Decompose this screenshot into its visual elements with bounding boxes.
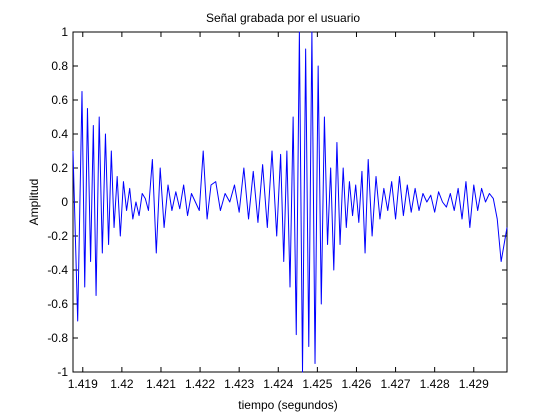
plot-area: [72, 31, 508, 373]
series-layer: [72, 31, 508, 373]
y-tick-label: 0: [61, 195, 68, 209]
ticks-layer: 1.419 1.42 1.421 1.422 1.423 1.424 1.425 1.426 1…: [47, 25, 507, 391]
chart-title: Señal grabada por el usuario: [206, 11, 360, 25]
y-tick-label: 0.8: [51, 59, 68, 73]
y-tick-label: 0.6: [51, 93, 68, 107]
y-tick-label: 0.2: [51, 161, 68, 175]
x-tick-label: 1.419: [68, 377, 98, 391]
y-tick-label: -0.4: [47, 263, 68, 277]
y-tick-label: 1: [61, 25, 68, 39]
x-tick-label: 1.425: [302, 377, 332, 391]
y-axis-title: Amplitud: [27, 179, 41, 226]
x-tick-label: 1.422: [185, 377, 215, 391]
x-tick-label: 1.426: [341, 377, 371, 391]
y-tick-label: -1: [57, 365, 68, 379]
y-tick-label: -0.6: [47, 297, 68, 311]
y-tick-label: -0.8: [47, 331, 68, 345]
x-tick-label: 1.427: [381, 377, 411, 391]
x-tick-label: 1.424: [263, 377, 293, 391]
x-tick-label: 1.421: [146, 377, 176, 391]
x-tick-label: 1.42: [110, 377, 134, 391]
y-tick-label: -0.2: [47, 229, 68, 243]
x-tick-label: 1.429: [459, 377, 489, 391]
x-axis-title: tiempo (segundos): [238, 398, 337, 412]
x-tick-label: 1.423: [224, 377, 254, 391]
x-tick-label: 1.428: [420, 377, 450, 391]
y-tick-label: 0.4: [51, 127, 68, 141]
series-line: [72, 31, 508, 373]
